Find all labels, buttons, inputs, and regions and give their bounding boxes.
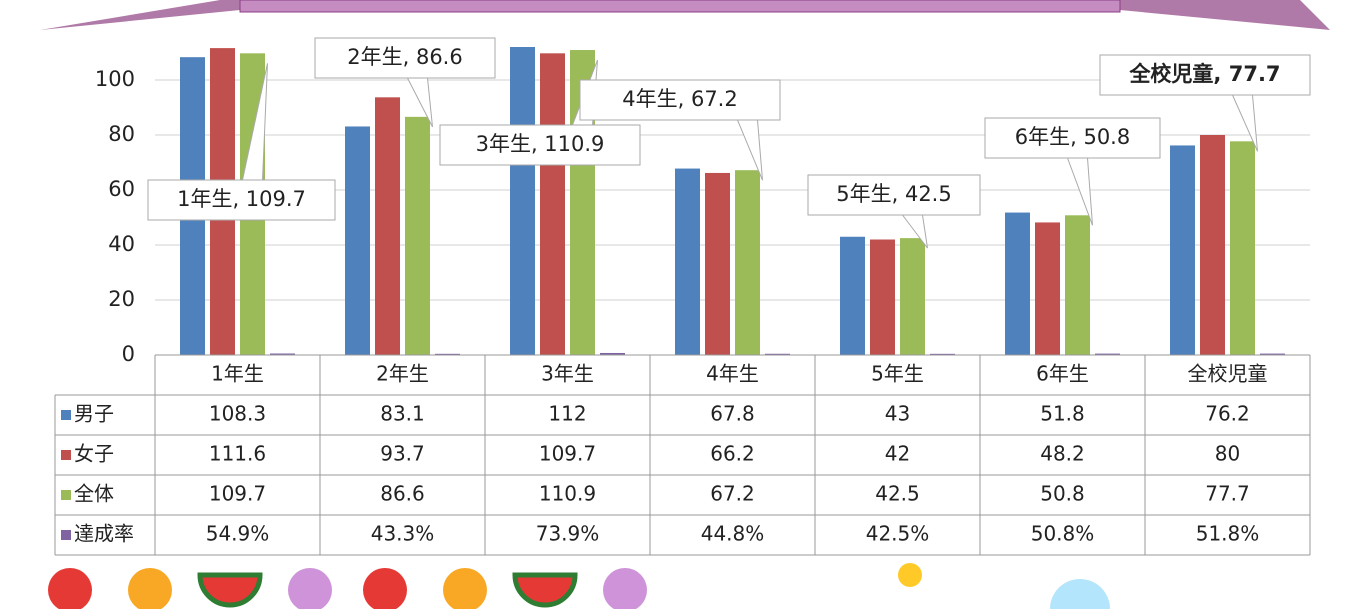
- table-cell: 77.7: [1205, 482, 1250, 506]
- table-cell: 48.2: [1040, 442, 1085, 466]
- table-cell: 73.9%: [536, 522, 600, 546]
- y-tick-label: 0: [122, 342, 135, 366]
- x-tick-label: 3年生: [541, 362, 594, 386]
- bar: [1170, 145, 1195, 355]
- legend-label: 全体: [74, 482, 114, 506]
- bar: [1035, 222, 1060, 355]
- table-cell: 43: [885, 402, 910, 426]
- callout-label: 1年生, 109.7: [177, 187, 306, 211]
- callout-label: 全校児童, 77.7: [1128, 62, 1280, 86]
- x-tick-label: 全校児童: [1188, 362, 1268, 386]
- bar: [735, 170, 760, 355]
- table-cell: 80: [1215, 442, 1240, 466]
- x-tick-label: 1年生: [211, 362, 264, 386]
- table-cell: 66.2: [710, 442, 755, 466]
- callout-label: 2年生, 86.6: [347, 45, 462, 69]
- table-cell: 109.7: [539, 442, 596, 466]
- table-cell: 42: [885, 442, 910, 466]
- table-cell: 111.6: [209, 442, 266, 466]
- y-tick-label: 20: [108, 287, 135, 311]
- legend-key: [61, 530, 71, 540]
- bar: [405, 117, 430, 355]
- x-tick-label: 6年生: [1036, 362, 1089, 386]
- y-tick-label: 40: [108, 232, 135, 256]
- table-cell: 42.5%: [866, 522, 930, 546]
- chart: 0 20 40 60 80 100 1年生 2年生 3年生 4年生 5年生 6年生 全校児童男子 108.…: [0, 0, 1347, 609]
- legend-label: 男子: [74, 402, 114, 426]
- bar: [1230, 141, 1255, 355]
- bar: [540, 53, 565, 355]
- bar: [675, 169, 700, 355]
- bar: [1005, 213, 1030, 355]
- decorations: [48, 563, 1110, 609]
- y-tick-label: 100: [95, 67, 135, 91]
- table-cell: 110.9: [539, 482, 596, 506]
- x-tick-label: 2年生: [376, 362, 429, 386]
- table-cell: 112: [548, 402, 586, 426]
- table-cell: 76.2: [1205, 402, 1250, 426]
- callout-label: 6年生, 50.8: [1015, 125, 1130, 149]
- table-cell: 50.8: [1040, 482, 1085, 506]
- y-tick-label: 80: [108, 122, 135, 146]
- legend-label: 女子: [74, 442, 114, 466]
- bar: [345, 126, 370, 355]
- table-cell: 86.6: [380, 482, 425, 506]
- legend-key: [61, 450, 71, 460]
- legend-key: [61, 490, 71, 500]
- table-cell: 50.8%: [1031, 522, 1095, 546]
- banner: [40, 0, 1330, 30]
- table-cell: 108.3: [209, 402, 266, 426]
- table-cell: 44.8%: [701, 522, 765, 546]
- bar: [840, 237, 865, 355]
- table-cell: 109.7: [209, 482, 266, 506]
- bar: [1200, 135, 1225, 355]
- x-tick-label: 4年生: [706, 362, 759, 386]
- bar: [510, 47, 535, 355]
- callout-label: 3年生, 110.9: [476, 132, 605, 156]
- callout-pointer: [1068, 158, 1093, 225]
- bar: [870, 240, 895, 356]
- table-cell: 51.8: [1040, 402, 1085, 426]
- bar: [705, 173, 730, 355]
- bar: [375, 97, 400, 355]
- table-cell: 54.9%: [206, 522, 270, 546]
- x-tick-label: 5年生: [871, 362, 924, 386]
- table-cell: 42.5: [875, 482, 920, 506]
- y-tick-label: 60: [108, 177, 135, 201]
- bar: [1065, 215, 1090, 355]
- table-cell: 83.1: [380, 402, 425, 426]
- table-cell: 43.3%: [371, 522, 435, 546]
- callout-label: 4年生, 67.2: [622, 87, 737, 111]
- table-cell: 93.7: [380, 442, 425, 466]
- legend-label: 達成率: [74, 522, 134, 546]
- callout-label: 5年生, 42.5: [836, 182, 951, 206]
- bar: [900, 238, 925, 355]
- table-cell: 51.8%: [1196, 522, 1260, 546]
- table-cell: 67.8: [710, 402, 755, 426]
- table-cell: 67.2: [710, 482, 755, 506]
- legend-key: [61, 410, 71, 420]
